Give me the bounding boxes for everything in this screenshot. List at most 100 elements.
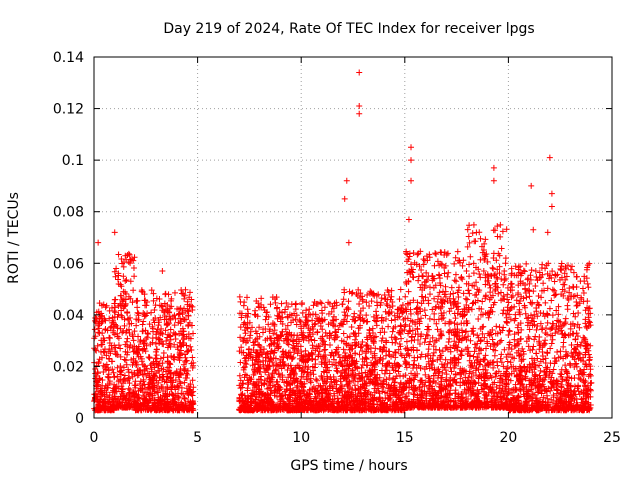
data-point bbox=[465, 227, 471, 233]
data-point bbox=[162, 291, 168, 297]
data-point bbox=[505, 332, 511, 338]
data-point bbox=[538, 368, 544, 374]
data-point bbox=[147, 355, 153, 361]
data-point bbox=[470, 300, 476, 306]
data-point bbox=[92, 326, 98, 332]
data-point bbox=[493, 323, 499, 329]
data-point bbox=[498, 338, 504, 344]
data-point bbox=[189, 355, 195, 361]
data-point bbox=[419, 273, 425, 279]
data-point bbox=[341, 346, 347, 352]
data-point bbox=[168, 326, 174, 332]
data-point bbox=[397, 296, 403, 302]
data-point bbox=[99, 330, 105, 336]
data-point bbox=[467, 254, 473, 260]
data-point bbox=[487, 285, 493, 291]
data-point bbox=[165, 321, 171, 327]
data-point bbox=[112, 269, 118, 275]
data-point bbox=[427, 284, 433, 290]
data-point bbox=[486, 315, 492, 321]
data-point bbox=[574, 303, 580, 309]
data-point bbox=[245, 306, 251, 312]
data-point bbox=[124, 339, 130, 345]
data-point bbox=[351, 311, 357, 317]
data-point bbox=[189, 307, 195, 313]
data-point bbox=[244, 294, 250, 300]
data-point bbox=[542, 341, 548, 347]
data-point bbox=[155, 322, 161, 328]
data-point bbox=[319, 310, 325, 316]
data-point bbox=[334, 368, 340, 374]
data-point bbox=[352, 318, 358, 324]
data-point bbox=[432, 250, 438, 256]
data-point bbox=[437, 347, 443, 353]
data-point bbox=[490, 337, 496, 343]
data-point bbox=[398, 286, 404, 292]
data-point bbox=[406, 289, 412, 295]
data-point bbox=[425, 324, 431, 330]
data-point bbox=[360, 362, 366, 368]
data-point bbox=[446, 339, 452, 345]
data-point bbox=[453, 278, 459, 284]
data-point bbox=[434, 357, 440, 363]
data-point bbox=[585, 281, 591, 287]
data-point bbox=[498, 356, 504, 362]
data-point bbox=[476, 271, 482, 277]
data-point bbox=[374, 303, 380, 309]
data-point bbox=[107, 392, 113, 398]
data-point bbox=[451, 320, 457, 326]
data-point bbox=[322, 304, 328, 310]
data-point bbox=[408, 338, 414, 344]
data-point bbox=[357, 352, 363, 358]
data-point bbox=[340, 301, 346, 307]
data-point bbox=[458, 320, 464, 326]
data-point bbox=[422, 307, 428, 313]
data-point bbox=[419, 294, 425, 300]
data-point bbox=[237, 294, 243, 300]
data-point bbox=[466, 291, 472, 297]
data-point bbox=[123, 277, 129, 283]
data-point bbox=[478, 236, 484, 242]
data-point bbox=[306, 306, 312, 312]
data-point bbox=[475, 316, 481, 322]
data-point bbox=[388, 318, 394, 324]
data-point bbox=[352, 386, 358, 392]
data-point bbox=[112, 297, 118, 303]
data-point bbox=[421, 256, 427, 262]
data-point bbox=[492, 353, 498, 359]
data-point bbox=[117, 345, 123, 351]
data-point bbox=[485, 278, 491, 284]
data-point bbox=[130, 287, 136, 293]
data-point bbox=[501, 277, 507, 283]
data-point bbox=[481, 268, 487, 274]
data-points bbox=[91, 69, 594, 413]
data-point bbox=[310, 302, 316, 308]
data-point bbox=[341, 287, 347, 293]
data-point bbox=[385, 324, 391, 330]
data-point bbox=[445, 270, 451, 276]
data-point bbox=[116, 251, 122, 257]
data-point bbox=[476, 229, 482, 235]
data-point bbox=[248, 329, 254, 335]
data-point bbox=[427, 316, 433, 322]
data-point bbox=[344, 334, 350, 340]
data-point bbox=[187, 289, 193, 295]
data-point bbox=[463, 296, 469, 302]
data-point bbox=[456, 284, 462, 290]
data-point bbox=[503, 260, 509, 266]
data-point bbox=[470, 354, 476, 360]
data-point bbox=[464, 297, 470, 303]
data-point bbox=[350, 290, 356, 296]
data-point bbox=[237, 360, 243, 366]
data-point bbox=[124, 310, 130, 316]
data-point bbox=[410, 391, 416, 397]
data-point bbox=[495, 291, 501, 297]
data-point bbox=[444, 274, 450, 280]
data-point bbox=[550, 287, 556, 293]
data-point bbox=[363, 312, 369, 318]
data-point bbox=[341, 331, 347, 337]
data-point bbox=[491, 359, 497, 365]
data-point bbox=[310, 311, 316, 317]
data-point bbox=[95, 329, 101, 335]
